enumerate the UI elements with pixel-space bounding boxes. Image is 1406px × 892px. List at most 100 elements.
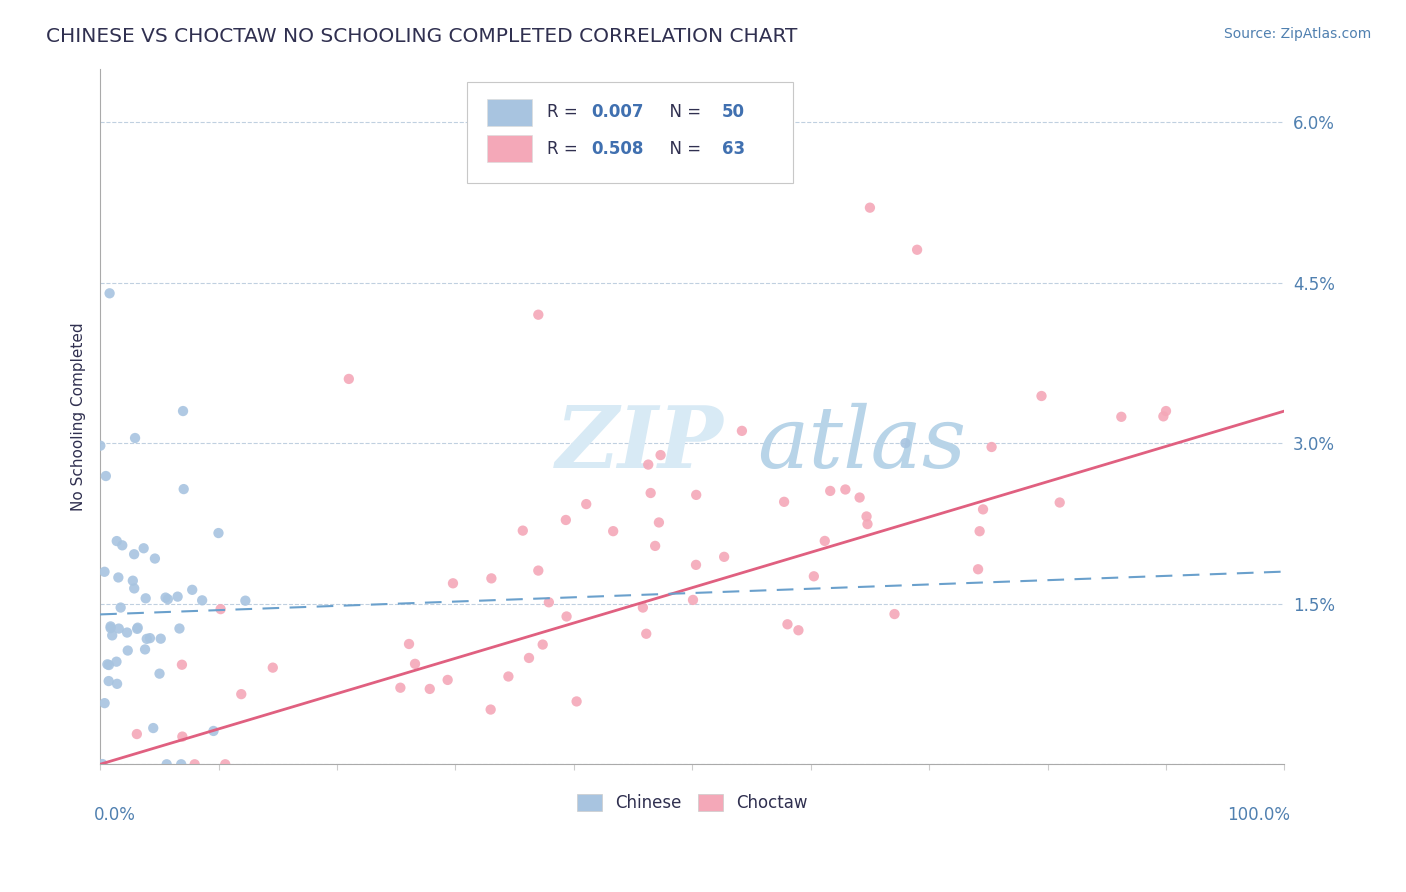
Text: 63: 63 <box>721 139 745 158</box>
Point <box>214 757 236 772</box>
Point <box>172 404 194 418</box>
Text: R =: R = <box>547 103 582 121</box>
Point <box>135 591 157 606</box>
Text: CHINESE VS CHOCTAW NO SCHOOLING COMPLETED CORRELATION CHART: CHINESE VS CHOCTAW NO SCHOOLING COMPLETE… <box>46 27 797 45</box>
Point <box>107 622 129 636</box>
Text: 100.0%: 100.0% <box>1227 806 1291 824</box>
Point <box>398 637 420 651</box>
Point <box>682 593 704 607</box>
Point <box>93 565 115 579</box>
Point <box>125 727 148 741</box>
Point <box>527 564 550 578</box>
Point <box>818 483 841 498</box>
Point <box>969 524 991 539</box>
Point <box>100 621 122 635</box>
Point <box>713 549 735 564</box>
Point <box>134 642 156 657</box>
Point <box>905 243 928 257</box>
Point <box>97 674 120 689</box>
Text: ZIP: ZIP <box>557 402 724 486</box>
Point <box>115 625 138 640</box>
Point <box>855 509 877 524</box>
Point <box>636 626 658 640</box>
Point <box>122 582 145 596</box>
FancyBboxPatch shape <box>488 99 533 126</box>
Point <box>602 524 624 538</box>
Point <box>441 576 464 591</box>
Point <box>127 621 149 635</box>
Point <box>648 516 671 530</box>
Point <box>1049 495 1071 509</box>
FancyBboxPatch shape <box>467 82 793 184</box>
Text: 0.508: 0.508 <box>592 139 644 158</box>
Point <box>183 757 205 772</box>
Text: 0.0%: 0.0% <box>94 806 136 824</box>
Point <box>517 651 540 665</box>
Point <box>498 669 520 683</box>
Point <box>202 723 225 738</box>
Y-axis label: No Schooling Completed: No Schooling Completed <box>72 322 86 511</box>
Point <box>132 541 155 556</box>
Point <box>156 592 179 607</box>
Point <box>685 558 707 572</box>
Text: atlas: atlas <box>758 403 966 485</box>
Point <box>419 681 441 696</box>
Point <box>110 600 132 615</box>
Point <box>101 628 124 642</box>
Point <box>149 632 172 646</box>
Point <box>512 524 534 538</box>
Point <box>148 666 170 681</box>
Text: Source: ZipAtlas.com: Source: ZipAtlas.com <box>1223 27 1371 41</box>
Point <box>575 497 598 511</box>
Point <box>531 638 554 652</box>
Point <box>124 431 146 445</box>
Point <box>834 483 856 497</box>
Point <box>139 631 162 645</box>
Point <box>894 436 917 450</box>
Point <box>170 757 193 772</box>
Point <box>231 687 253 701</box>
Point <box>107 570 129 584</box>
Point <box>209 602 232 616</box>
Point <box>191 593 214 607</box>
Point <box>207 526 229 541</box>
Text: R =: R = <box>547 139 582 158</box>
Point <box>89 439 111 453</box>
Point <box>122 547 145 561</box>
Text: N =: N = <box>659 103 706 121</box>
Point <box>105 677 128 691</box>
Point <box>404 657 426 671</box>
Point <box>169 622 191 636</box>
Point <box>170 657 193 672</box>
Point <box>644 539 666 553</box>
Point <box>389 681 412 695</box>
Point <box>527 308 550 322</box>
Point <box>803 569 825 583</box>
Point <box>859 201 882 215</box>
Point <box>97 658 120 673</box>
Point <box>172 730 194 744</box>
Point <box>127 622 149 636</box>
Point <box>94 469 117 483</box>
Point <box>972 502 994 516</box>
Point <box>537 595 560 609</box>
Point <box>1111 409 1133 424</box>
Point <box>173 482 195 496</box>
Point <box>262 660 284 674</box>
Point <box>685 488 707 502</box>
Point <box>650 448 672 462</box>
Point <box>143 551 166 566</box>
Text: 50: 50 <box>721 103 745 121</box>
Point <box>1152 409 1174 424</box>
Point <box>637 458 659 472</box>
Point <box>479 571 502 585</box>
Point <box>565 694 588 708</box>
Point <box>142 721 165 735</box>
Point <box>967 562 990 576</box>
Point <box>640 486 662 500</box>
Point <box>105 534 128 549</box>
Point <box>848 491 870 505</box>
Point <box>436 673 458 687</box>
Text: N =: N = <box>659 139 706 158</box>
Point <box>980 440 1002 454</box>
